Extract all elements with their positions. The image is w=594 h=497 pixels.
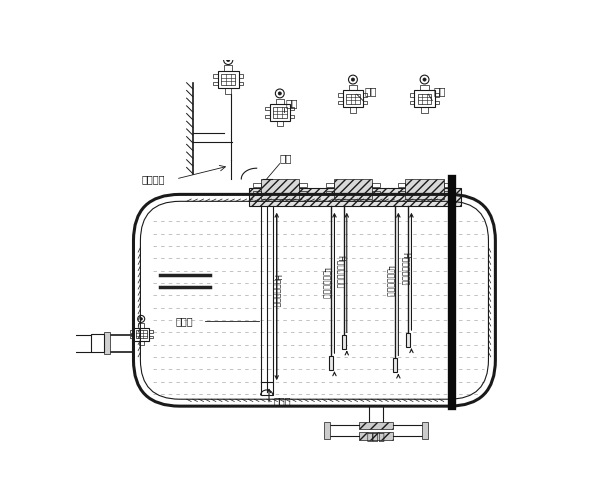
Bar: [221, 75, 235, 85]
Bar: [363, 101, 368, 104]
Bar: [339, 93, 343, 96]
Text: 法兰: 法兰: [280, 154, 292, 164]
Bar: [372, 183, 380, 187]
Bar: [410, 101, 415, 104]
Circle shape: [352, 78, 355, 81]
Bar: [363, 93, 368, 96]
Bar: [253, 191, 261, 195]
Bar: [444, 183, 451, 187]
Bar: [418, 93, 431, 104]
Bar: [261, 179, 299, 199]
Text: H（液位高度）: H（液位高度）: [336, 254, 345, 288]
Bar: [266, 107, 270, 110]
Bar: [266, 114, 270, 118]
Bar: [149, 336, 153, 338]
Bar: [343, 90, 363, 107]
Bar: [239, 82, 244, 85]
Text: 法兰: 法兰: [285, 98, 298, 108]
Bar: [138, 340, 144, 345]
Bar: [213, 75, 218, 78]
Circle shape: [423, 78, 426, 81]
Bar: [359, 432, 393, 440]
Bar: [435, 93, 439, 96]
Bar: [261, 382, 273, 395]
Bar: [339, 101, 343, 104]
Circle shape: [140, 318, 143, 320]
Circle shape: [278, 92, 282, 95]
Bar: [138, 323, 144, 328]
Circle shape: [226, 58, 230, 62]
Text: 法兰: 法兰: [434, 86, 446, 96]
Bar: [397, 183, 405, 187]
Bar: [225, 88, 232, 94]
Bar: [324, 422, 330, 439]
Bar: [342, 335, 346, 349]
Bar: [372, 191, 380, 195]
Bar: [350, 107, 356, 112]
Text: L（测量液位）: L（测量液位）: [321, 267, 330, 299]
Bar: [290, 107, 294, 110]
Bar: [135, 330, 147, 338]
Text: H（液位高度）: H（液位高度）: [401, 252, 410, 286]
Bar: [415, 90, 435, 107]
Bar: [422, 422, 428, 439]
Bar: [326, 183, 334, 187]
Bar: [253, 183, 261, 187]
Bar: [444, 191, 451, 195]
Bar: [359, 421, 393, 429]
Bar: [421, 107, 428, 112]
Bar: [405, 179, 444, 199]
Text: 防波管: 防波管: [176, 317, 194, 327]
Bar: [421, 85, 429, 90]
Bar: [277, 121, 283, 126]
Bar: [330, 356, 333, 370]
Bar: [299, 183, 307, 187]
Bar: [218, 71, 239, 88]
Bar: [91, 334, 104, 352]
Bar: [104, 332, 110, 354]
Bar: [129, 336, 133, 338]
Text: 容器低: 容器低: [274, 396, 291, 406]
Bar: [326, 191, 334, 195]
Bar: [133, 328, 149, 340]
Bar: [239, 75, 244, 78]
Bar: [129, 330, 133, 332]
Bar: [276, 98, 284, 104]
Bar: [397, 191, 405, 195]
Bar: [406, 333, 410, 347]
Bar: [224, 65, 232, 71]
Bar: [410, 93, 415, 96]
Text: L（测量高度）: L（测量高度）: [386, 265, 394, 297]
Bar: [349, 85, 357, 90]
Text: 排污阀: 排污阀: [366, 431, 386, 441]
Text: H（液位高度）: H（液位高度）: [271, 274, 280, 307]
Text: 导气电缆: 导气电缆: [141, 174, 165, 184]
Bar: [334, 179, 372, 199]
Text: 法兰: 法兰: [365, 86, 377, 96]
Bar: [393, 358, 397, 372]
Bar: [66, 331, 72, 358]
Bar: [149, 330, 153, 332]
Bar: [273, 107, 287, 118]
Bar: [299, 191, 307, 195]
Bar: [249, 188, 461, 206]
Bar: [290, 114, 294, 118]
Bar: [270, 104, 290, 121]
Bar: [213, 82, 218, 85]
Bar: [435, 101, 439, 104]
Bar: [346, 93, 360, 104]
